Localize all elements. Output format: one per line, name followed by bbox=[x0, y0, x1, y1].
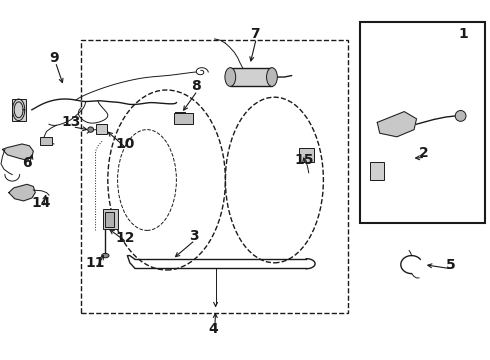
Text: 9: 9 bbox=[49, 51, 59, 64]
Bar bbox=[174, 113, 193, 124]
Bar bbox=[96, 124, 107, 134]
Bar bbox=[103, 209, 118, 229]
Text: 14: 14 bbox=[32, 197, 51, 210]
Polygon shape bbox=[377, 112, 416, 137]
Bar bbox=[360, 22, 485, 223]
Text: 10: 10 bbox=[115, 137, 135, 151]
Ellipse shape bbox=[102, 253, 109, 258]
Text: 7: 7 bbox=[250, 27, 260, 41]
Ellipse shape bbox=[88, 127, 94, 132]
Ellipse shape bbox=[267, 68, 277, 86]
Text: 15: 15 bbox=[294, 153, 314, 167]
Bar bbox=[370, 162, 384, 180]
Text: 3: 3 bbox=[189, 229, 198, 243]
Text: 6: 6 bbox=[22, 156, 32, 170]
Text: 8: 8 bbox=[191, 80, 201, 93]
Bar bbox=[81, 40, 348, 313]
Ellipse shape bbox=[455, 111, 466, 121]
Bar bbox=[12, 99, 26, 121]
Bar bbox=[230, 68, 272, 86]
Polygon shape bbox=[2, 144, 33, 160]
Text: 13: 13 bbox=[61, 116, 81, 129]
Polygon shape bbox=[9, 184, 35, 201]
Bar bbox=[105, 212, 114, 227]
Bar bbox=[299, 148, 314, 162]
Text: 2: 2 bbox=[419, 146, 429, 160]
Bar bbox=[40, 137, 52, 145]
Text: 4: 4 bbox=[208, 323, 218, 336]
Text: 1: 1 bbox=[458, 27, 468, 41]
Ellipse shape bbox=[225, 68, 236, 86]
Text: 12: 12 bbox=[115, 231, 135, 244]
Text: 5: 5 bbox=[446, 258, 456, 271]
Text: 11: 11 bbox=[86, 256, 105, 270]
